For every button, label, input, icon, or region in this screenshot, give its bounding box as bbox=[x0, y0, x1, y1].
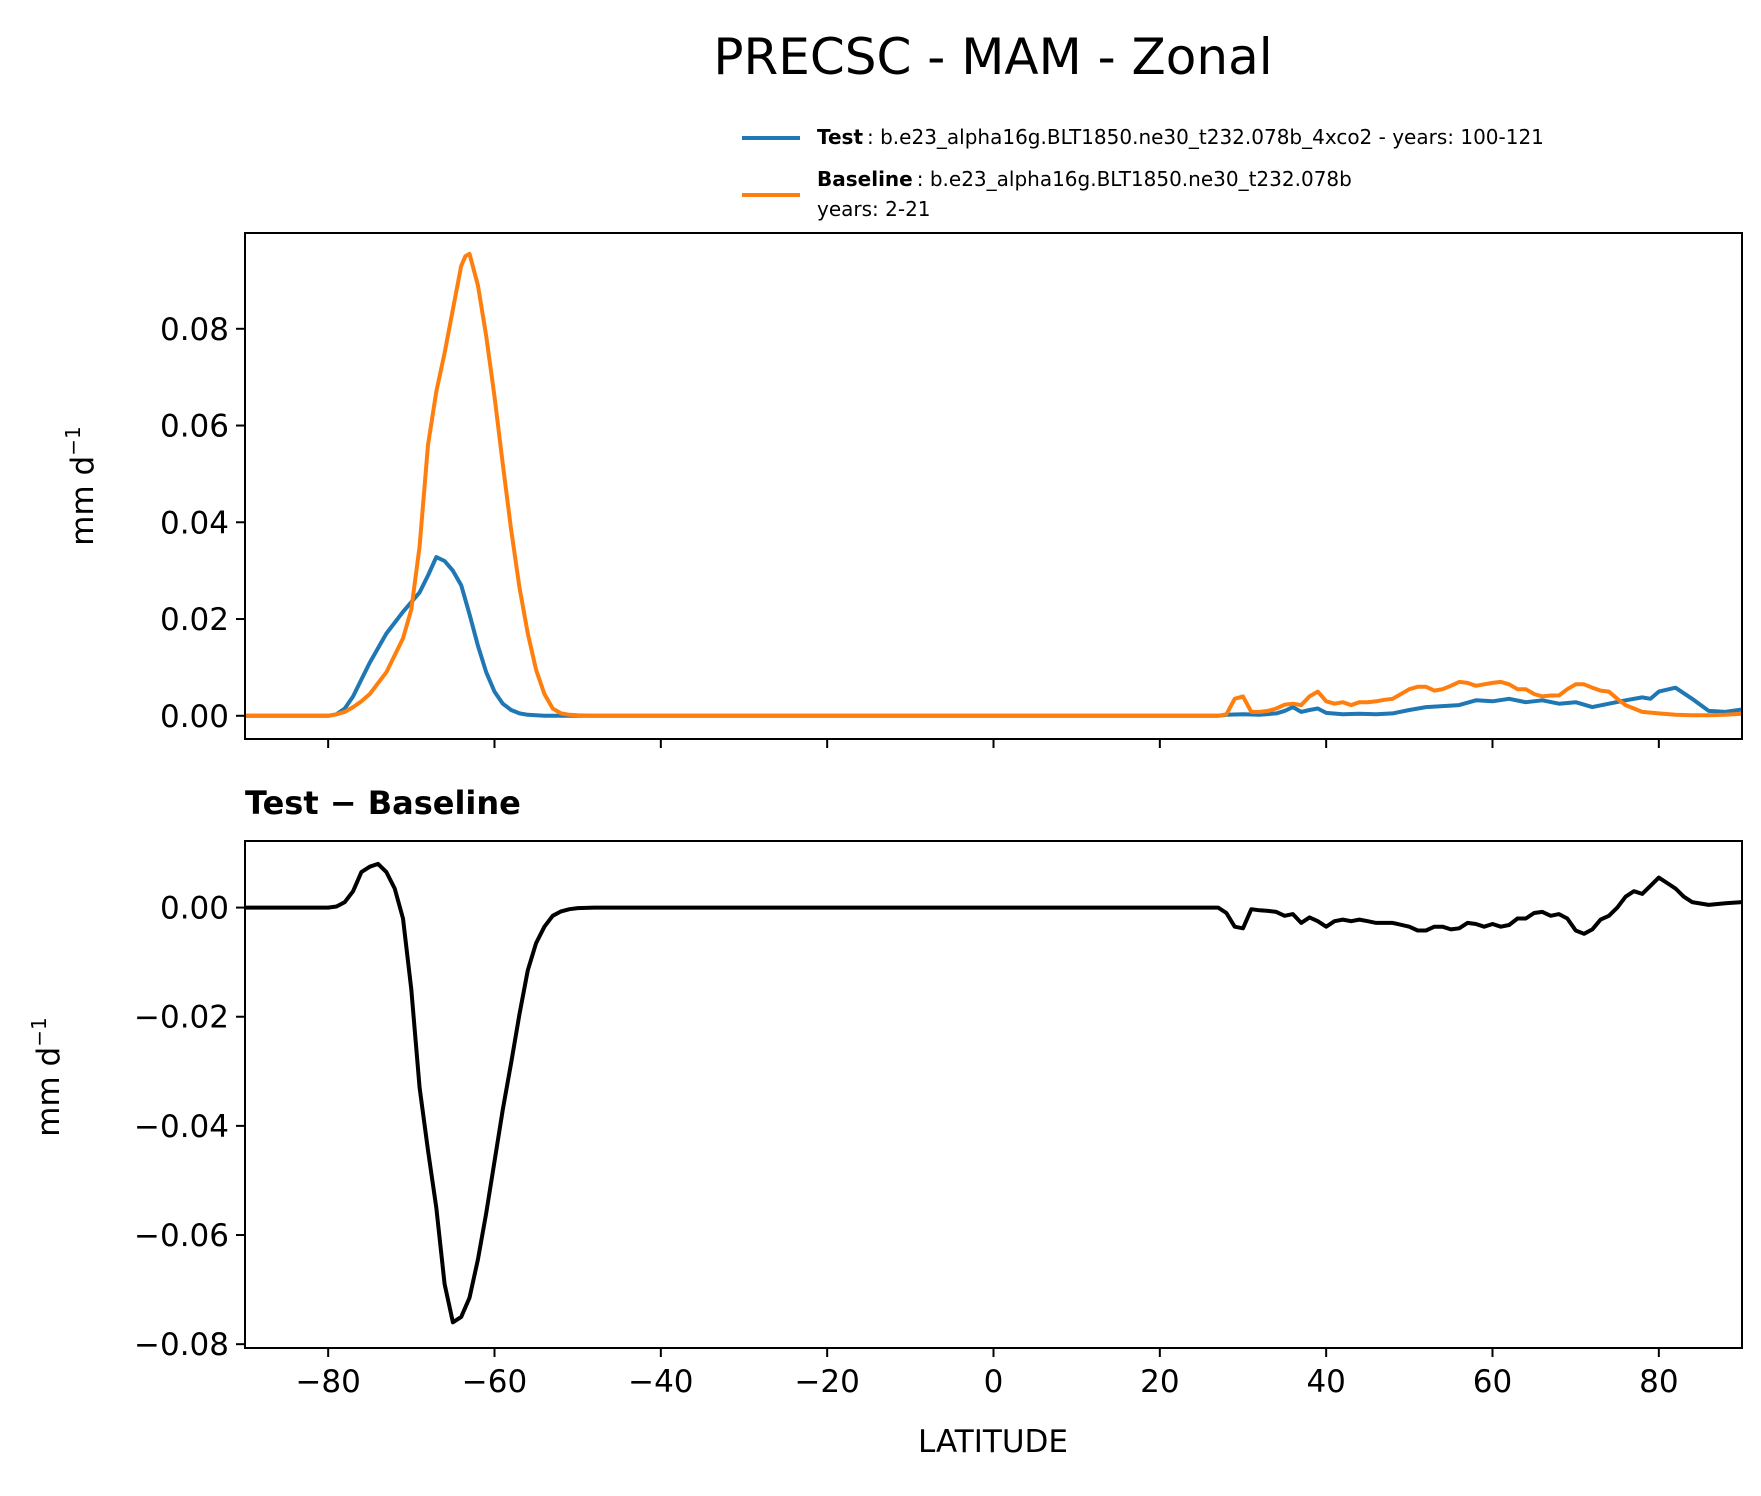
bottom-y-axis-label-base: mm d bbox=[31, 1047, 67, 1137]
bottom-y-axis-label: mm d−1 bbox=[27, 1017, 67, 1136]
chart-title: PRECSC - MAM - Zonal bbox=[713, 28, 1272, 86]
bottom-x-tick-label: 40 bbox=[1306, 1364, 1345, 1400]
bottom-x-ticks: −80 −60 −40 −20 0 20 40 60 80 bbox=[295, 1348, 1679, 1400]
legend-baseline-entry: Baseline: b.e23_alpha16g.BLT1850.ne30_t2… bbox=[817, 167, 1352, 191]
top-y-tick-label: 0.02 bbox=[160, 602, 229, 638]
top-y-ticks: 0.00 0.02 0.04 0.06 0.08 bbox=[160, 312, 245, 735]
top-y-tick-label: 0.06 bbox=[160, 409, 229, 445]
top-panel: 0.00 0.02 0.04 0.06 0.08 mm d−1 bbox=[61, 232, 1743, 748]
legend-baseline-years: years: 2-21 bbox=[817, 197, 931, 221]
bottom-x-tick-label: −60 bbox=[462, 1364, 527, 1400]
bottom-y-tick-label: −0.06 bbox=[134, 1218, 229, 1254]
bottom-x-tick-label: −20 bbox=[794, 1364, 859, 1400]
top-y-tick-label: 0.08 bbox=[160, 312, 229, 348]
bottom-axes-frame bbox=[244, 840, 1743, 1349]
x-axis-label: LATITUDE bbox=[918, 1424, 1068, 1460]
top-y-tick-label: 0.04 bbox=[160, 505, 229, 541]
legend-test-text: : b.e23_alpha16g.BLT1850.ne30_t232.078b_… bbox=[867, 125, 1544, 149]
bottom-x-tick-label: 80 bbox=[1639, 1364, 1678, 1400]
difference-subtitle: Test − Baseline bbox=[245, 784, 521, 822]
bottom-y-ticks: 0.00 −0.02 −0.04 −0.06 −0.08 bbox=[134, 891, 245, 1363]
bottom-x-tick-label: 0 bbox=[984, 1364, 1004, 1400]
top-y-axis-label-base: mm d bbox=[65, 456, 101, 546]
bottom-x-tick-label: −80 bbox=[295, 1364, 360, 1400]
bottom-series-test-baseline-line bbox=[245, 861, 1743, 1325]
top-y-axis-label: mm d−1 bbox=[61, 426, 101, 545]
bottom-y-tick-label: −0.02 bbox=[134, 1000, 229, 1036]
bottom-y-tick-label: −0.04 bbox=[134, 1109, 229, 1145]
bottom-x-tick-label: 60 bbox=[1473, 1364, 1512, 1400]
legend-baseline-text: : b.e23_alpha16g.BLT1850.ne30_t232.078b bbox=[917, 167, 1352, 191]
legend-baseline-label: Baseline bbox=[817, 167, 913, 191]
legend-test-label: Test bbox=[817, 125, 863, 149]
bottom-x-tick-label: −40 bbox=[628, 1364, 693, 1400]
top-series bbox=[245, 251, 1743, 718]
top-y-tick-label: 0.00 bbox=[160, 699, 229, 735]
top-axes-frame bbox=[244, 232, 1743, 740]
top-series-test-line bbox=[245, 555, 1743, 718]
bottom-y-tick-label: −0.08 bbox=[134, 1327, 229, 1363]
top-y-axis-label-sup: −1 bbox=[61, 426, 85, 455]
bottom-y-tick-label: 0.00 bbox=[160, 891, 229, 927]
top-x-ticks bbox=[327, 739, 1660, 748]
top-series-baseline-line bbox=[245, 251, 1743, 718]
bottom-panel: Test − Baseline 0.00 −0.02 −0.04 −0.06 −0.08… bbox=[27, 784, 1743, 1460]
legend-test-entry: Test: b.e23_alpha16g.BLT1850.ne30_t232.0… bbox=[817, 125, 1544, 149]
legend: Test: b.e23_alpha16g.BLT1850.ne30_t232.0… bbox=[742, 125, 1544, 221]
bottom-x-tick-label: 20 bbox=[1140, 1364, 1179, 1400]
bottom-series bbox=[245, 861, 1743, 1325]
bottom-y-axis-label-sup: −1 bbox=[27, 1017, 51, 1046]
